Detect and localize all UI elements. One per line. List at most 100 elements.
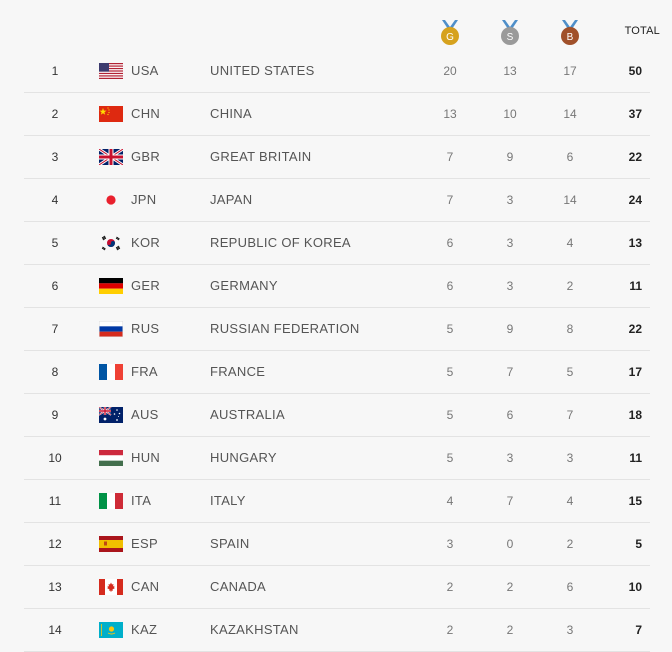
country-code[interactable]: ESP (131, 536, 158, 551)
total-count: 22 (628, 322, 642, 336)
country-code[interactable]: HUN (131, 450, 161, 465)
table-row[interactable]: 5 KOR REPUBLIC OF KOREA 6 3 4 13 (24, 222, 650, 265)
silver-letter: S (507, 32, 514, 43)
country-name[interactable]: FRANCE (210, 364, 266, 379)
bronze-count: 5 (566, 365, 574, 379)
country-name[interactable]: UNITED STATES (210, 63, 315, 78)
country-code[interactable]: RUS (131, 321, 160, 336)
country-code[interactable]: KAZ (131, 622, 158, 637)
gold-count: 4 (446, 494, 454, 508)
table-row[interactable]: 4 JPN JAPAN 7 3 14 24 (24, 179, 650, 222)
country-name[interactable]: KAZAKHSTAN (210, 622, 299, 637)
country-code[interactable]: ITA (131, 493, 152, 508)
rank-cell: 5 (51, 236, 59, 250)
silver-count: 0 (506, 537, 514, 551)
total-count: 15 (628, 494, 642, 508)
rank-cell: 12 (48, 537, 62, 551)
country-name[interactable]: JAPAN (210, 192, 253, 207)
country-code[interactable]: CHN (131, 106, 161, 121)
table-row[interactable]: 3 GBR GREAT BRITAIN 7 9 6 22 (24, 136, 650, 179)
country-name[interactable]: REPUBLIC OF KOREA (210, 235, 351, 250)
country-name[interactable]: GERMANY (210, 278, 278, 293)
silver-count: 10 (503, 107, 517, 121)
country-code[interactable]: JPN (131, 192, 157, 207)
rank-cell: 7 (51, 322, 59, 336)
gold-count: 5 (446, 322, 454, 336)
table-header: G S B TOTAL (0, 0, 672, 50)
table-row[interactable]: 9 AUS AUSTRALIA 5 6 7 18 (24, 394, 650, 437)
silver-medal-icon[interactable]: S (499, 20, 521, 46)
bronze-count: 8 (566, 322, 574, 336)
country-name[interactable]: ITALY (210, 493, 246, 508)
table-row[interactable]: 7 RUS RUSSIAN FEDERATION 5 9 8 22 (24, 308, 650, 351)
total-count: 5 (635, 537, 642, 551)
total-count: 22 (628, 150, 642, 164)
total-count: 37 (628, 107, 642, 121)
table-row[interactable]: 2 CHN CHINA 13 10 14 37 (24, 93, 650, 136)
silver-count: 2 (506, 580, 514, 594)
table-row[interactable]: 12 ESP SPAIN 3 0 2 5 (24, 523, 650, 566)
rank-cell: 6 (51, 279, 59, 293)
silver-count: 3 (506, 193, 514, 207)
silver-count: 7 (506, 494, 514, 508)
rank-cell: 14 (48, 623, 62, 637)
gold-count: 3 (446, 537, 454, 551)
bronze-count: 6 (566, 580, 574, 594)
bronze-medal-icon[interactable]: B (559, 20, 581, 46)
russia-flag-icon (99, 321, 123, 337)
rank-cell: 10 (48, 451, 62, 465)
gold-count: 13 (443, 107, 457, 121)
table-row[interactable]: 13 CAN CANADA 2 2 6 10 (24, 566, 650, 609)
rank-cell: 1 (51, 64, 59, 78)
bronze-count: 7 (566, 408, 574, 422)
table-row[interactable]: 14 KAZ KAZAKHSTAN 2 2 3 7 (24, 609, 650, 652)
country-code[interactable]: AUS (131, 407, 159, 422)
table-row[interactable]: 6 GER GERMANY 6 3 2 11 (24, 265, 650, 308)
country-code[interactable]: GER (131, 278, 161, 293)
table-row[interactable]: 1 USA UNITED STATES 20 13 17 50 (24, 50, 650, 93)
gold-count: 5 (446, 451, 454, 465)
country-name[interactable]: CHINA (210, 106, 252, 121)
table-row[interactable]: 10 HUN HUNGARY 5 3 3 11 (24, 437, 650, 480)
silver-count: 7 (506, 365, 514, 379)
silver-count: 3 (506, 236, 514, 250)
gold-medal-icon[interactable]: G (439, 20, 461, 46)
silver-count: 3 (506, 279, 514, 293)
canada-flag-icon (99, 579, 123, 595)
bronze-count: 14 (563, 107, 577, 121)
total-header[interactable]: TOTAL (624, 25, 660, 37)
spain-flag-icon (99, 536, 123, 552)
rank-cell: 2 (51, 107, 59, 121)
total-count: 7 (635, 623, 642, 637)
rank-cell: 4 (51, 193, 59, 207)
silver-count: 13 (503, 64, 517, 78)
country-code[interactable]: USA (131, 63, 159, 78)
country-code[interactable]: CAN (131, 579, 160, 594)
country-name[interactable]: GREAT BRITAIN (210, 149, 312, 164)
silver-count: 2 (506, 623, 514, 637)
total-count: 10 (628, 580, 642, 594)
bronze-count: 3 (566, 451, 574, 465)
bronze-count: 4 (566, 236, 574, 250)
silver-count: 3 (506, 451, 514, 465)
country-name[interactable]: SPAIN (210, 536, 250, 551)
rank-cell: 13 (48, 580, 62, 594)
country-code[interactable]: FRA (131, 364, 158, 379)
silver-count: 6 (506, 408, 514, 422)
bronze-count: 4 (566, 494, 574, 508)
country-code[interactable]: GBR (131, 149, 161, 164)
usa-flag-icon (99, 63, 123, 79)
silver-count: 9 (506, 322, 514, 336)
bronze-count: 14 (563, 193, 577, 207)
country-name[interactable]: HUNGARY (210, 450, 277, 465)
country-code[interactable]: KOR (131, 235, 161, 250)
table-row[interactable]: 11 ITA ITALY 4 7 4 15 (24, 480, 650, 523)
australia-flag-icon (99, 407, 123, 423)
table-row[interactable]: 8 FRA FRANCE 5 7 5 17 (24, 351, 650, 394)
country-name[interactable]: AUSTRALIA (210, 407, 285, 422)
country-name[interactable]: RUSSIAN FEDERATION (210, 321, 360, 336)
total-count: 17 (628, 365, 642, 379)
country-name[interactable]: CANADA (210, 579, 266, 594)
kazakhstan-flag-icon (99, 622, 123, 638)
